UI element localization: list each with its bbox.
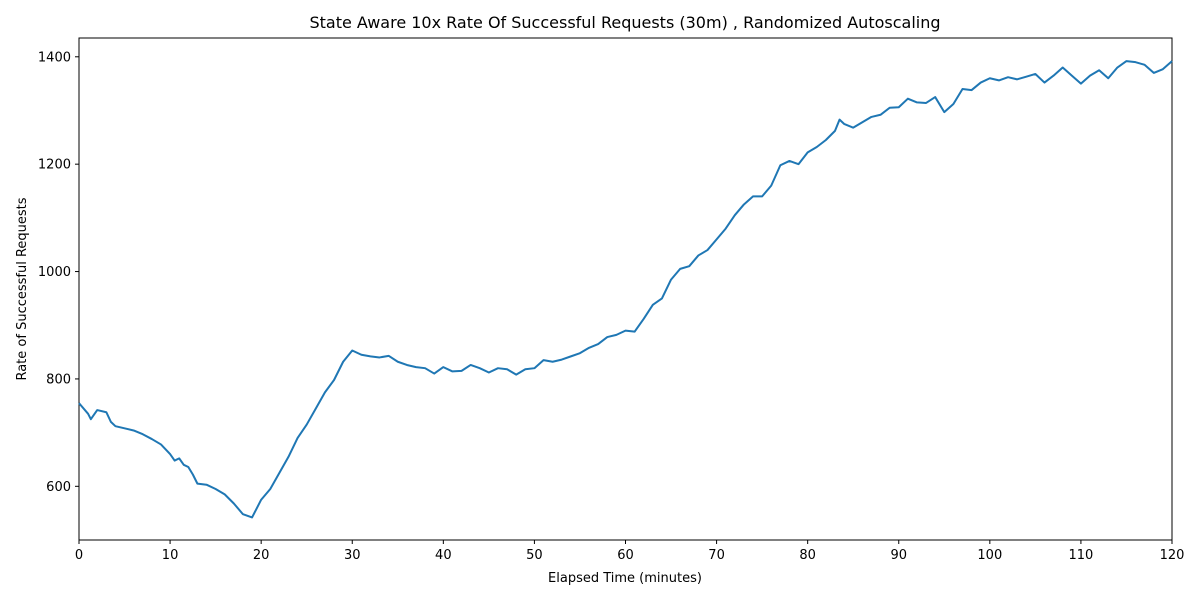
y-tick-label: 1000 xyxy=(38,265,71,280)
x-tick-label: 100 xyxy=(977,548,1002,563)
x-tick-label: 110 xyxy=(1069,548,1094,563)
y-tick-label: 1400 xyxy=(38,50,71,65)
x-axis-label: Elapsed Time (minutes) xyxy=(548,571,702,586)
y-tick-label: 1200 xyxy=(38,158,71,173)
x-tick-label: 10 xyxy=(162,548,179,563)
x-tick-label: 120 xyxy=(1160,548,1185,563)
x-tick-label: 80 xyxy=(799,548,816,563)
y-tick-label: 800 xyxy=(46,372,71,387)
x-axis: 0 10 20 30 40 50 60 70 80 90 100 110 120 xyxy=(75,540,1185,563)
x-tick-label: 20 xyxy=(253,548,270,563)
x-tick-label: 40 xyxy=(435,548,452,563)
y-axis: 600 800 1000 1200 1400 xyxy=(38,50,79,495)
chart-title: State Aware 10x Rate Of Successful Reque… xyxy=(309,13,940,32)
series-line xyxy=(78,60,1173,519)
x-tick-label: 90 xyxy=(890,548,907,563)
x-tick-label: 0 xyxy=(75,548,83,563)
x-tick-label: 70 xyxy=(708,548,725,563)
y-tick-label: 600 xyxy=(46,480,71,495)
x-tick-label: 60 xyxy=(617,548,634,563)
x-tick-label: 30 xyxy=(344,548,361,563)
y-axis-label: Rate of Successful Requests xyxy=(15,197,30,380)
x-tick-label: 50 xyxy=(526,548,543,563)
